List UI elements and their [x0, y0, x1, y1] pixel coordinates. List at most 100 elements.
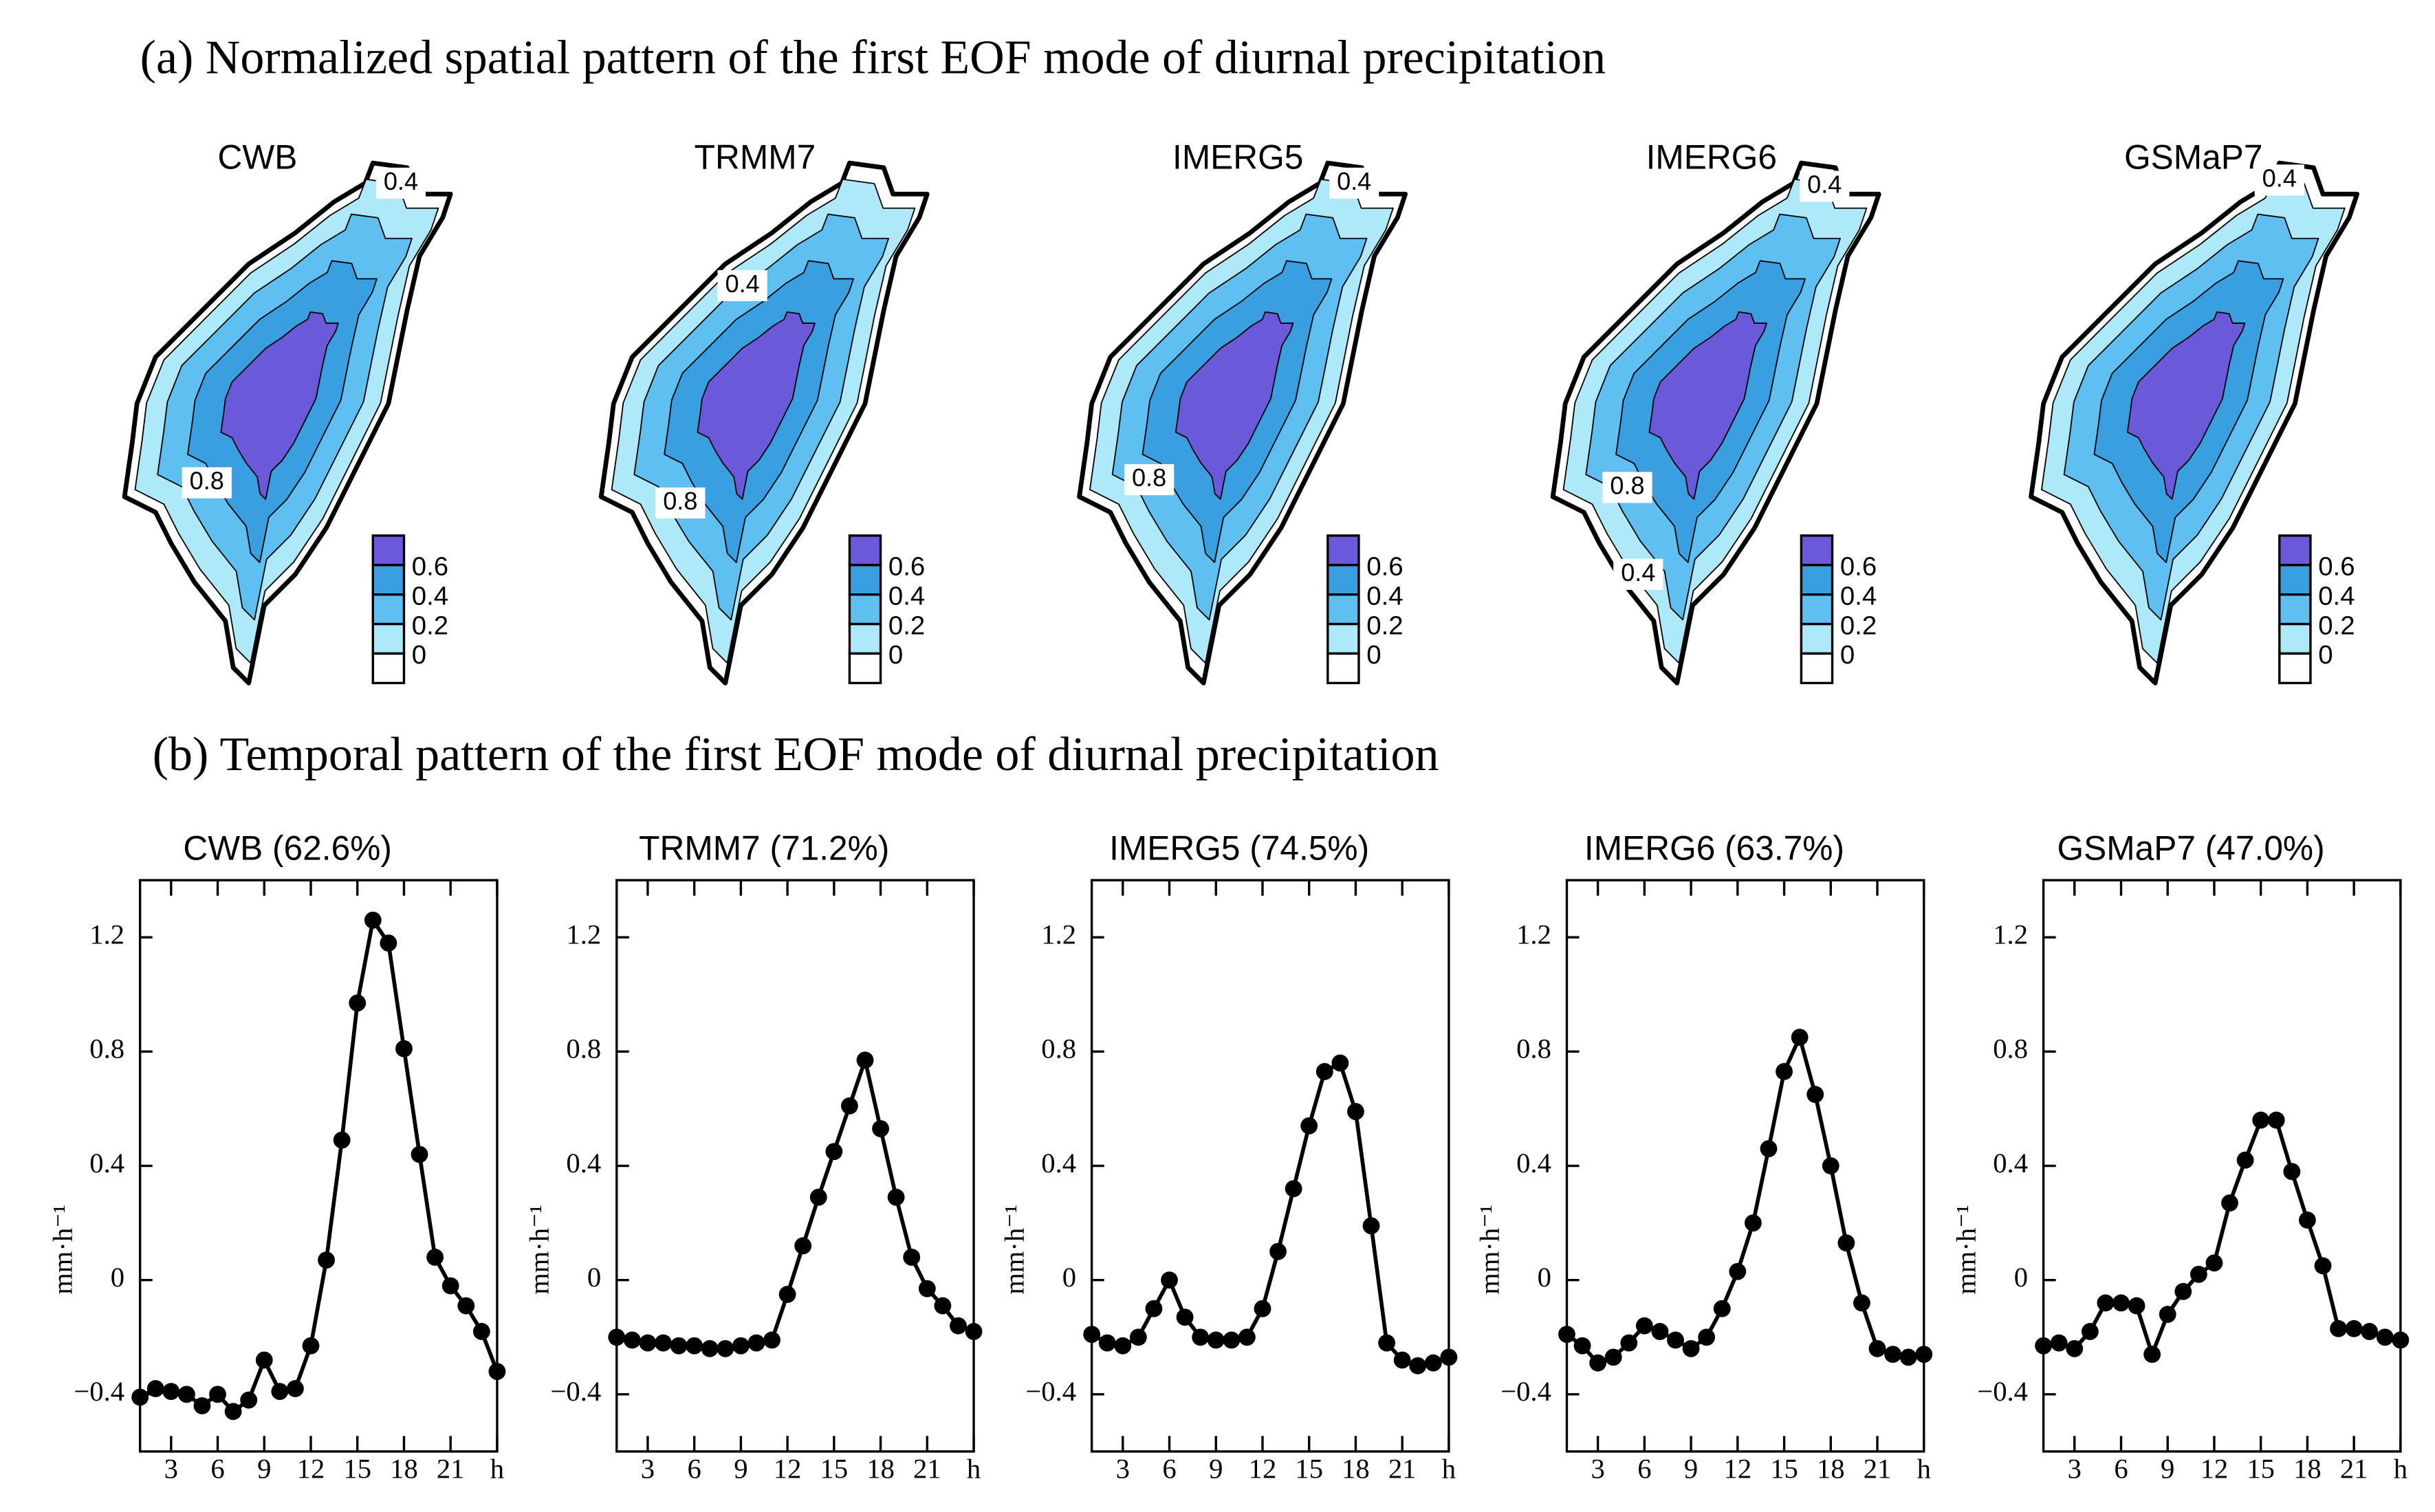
plot-frame — [2042, 879, 2402, 1453]
y-tick-label: −0.4 — [1977, 1376, 2028, 1407]
data-point — [2097, 1294, 2115, 1312]
legend-label: 0 — [1366, 640, 1381, 670]
legend-swatch — [848, 534, 882, 567]
data-point — [488, 1363, 506, 1381]
data-point — [146, 1380, 164, 1397]
data-point — [747, 1334, 765, 1352]
legend-swatch — [1326, 622, 1360, 655]
x-tick-label: 21 — [913, 1454, 941, 1484]
data-point — [457, 1297, 475, 1315]
data-point — [1899, 1348, 1917, 1366]
contour-label: 0.4 — [1621, 558, 1655, 587]
data-point — [686, 1337, 703, 1355]
legend-swatch — [371, 593, 406, 626]
data-point — [2376, 1328, 2394, 1346]
legend-label: 0.2 — [1840, 611, 1877, 640]
x-tick-label: 3 — [641, 1454, 655, 1484]
legend-swatch — [1326, 593, 1360, 626]
x-tick-label: 15 — [820, 1454, 849, 1484]
data-point — [1729, 1262, 1747, 1280]
data-point — [950, 1317, 967, 1335]
y-tick-label: 0.4 — [566, 1148, 601, 1179]
x-tick-label: 12 — [1724, 1454, 1752, 1484]
x-tick-label: 3 — [164, 1454, 178, 1484]
data-point — [2283, 1163, 2301, 1181]
data-point — [1145, 1300, 1163, 1317]
data-point — [1440, 1348, 1458, 1366]
legend-label: 0.2 — [1366, 611, 1403, 640]
contour-region — [1648, 311, 1767, 500]
data-point — [1315, 1063, 1333, 1080]
y-tick-label: 0.8 — [89, 1033, 124, 1064]
legend-label: 0.4 — [1366, 581, 1403, 611]
data-point — [1114, 1337, 1132, 1355]
y-tick-label: 0.8 — [1993, 1033, 2028, 1064]
y-tick-label: 0.8 — [1516, 1033, 1551, 1064]
legend-label: 0.4 — [1840, 581, 1877, 611]
data-point — [1791, 1029, 1809, 1047]
legend-label: 0.6 — [2318, 551, 2355, 581]
y-tick-label: 0 — [1062, 1262, 1076, 1293]
contour-label-box — [1613, 558, 1663, 590]
contour-label: 0.4 — [1807, 170, 1842, 198]
x-tick-label: 18 — [1817, 1454, 1845, 1484]
panel-a-title: (a) Normalized spatial pattern of the fi… — [140, 31, 1606, 84]
data-point — [2221, 1194, 2238, 1212]
legend-label: 0.2 — [2318, 611, 2355, 640]
data-point — [778, 1286, 796, 1303]
series-line — [2043, 1118, 2401, 1361]
data-point — [1604, 1348, 1622, 1366]
data-point — [2314, 1257, 2332, 1275]
data-point — [608, 1328, 626, 1346]
y-tick-label: 0.8 — [566, 1033, 601, 1064]
data-point — [426, 1249, 444, 1266]
series-line — [1091, 1060, 1450, 1368]
data-point — [1300, 1117, 1318, 1135]
x-tick-label: 9 — [1209, 1454, 1223, 1484]
x-tick-label: 12 — [297, 1454, 325, 1484]
data-point — [763, 1331, 780, 1349]
data-point — [1806, 1086, 1824, 1104]
map — [2029, 160, 2360, 686]
map — [122, 160, 453, 686]
data-point — [2066, 1339, 2084, 1357]
data-point — [2392, 1331, 2410, 1349]
data-point — [287, 1380, 304, 1397]
data-point — [162, 1383, 180, 1401]
map — [1550, 160, 1881, 686]
series-line — [616, 1053, 975, 1351]
contour-label-box — [1124, 464, 1175, 496]
data-point — [965, 1323, 983, 1340]
x-tick-label: h — [967, 1454, 981, 1484]
data-point — [2361, 1323, 2379, 1340]
x-tick-label: 15 — [343, 1454, 371, 1484]
legend-swatch — [848, 652, 882, 685]
data-point — [1589, 1354, 1607, 1372]
x-tick-label: 6 — [210, 1454, 224, 1484]
data-point — [209, 1385, 226, 1403]
y-tick-label: 0.4 — [1041, 1148, 1076, 1179]
data-point — [380, 934, 397, 952]
data-point — [1667, 1331, 1684, 1349]
legend-swatch — [371, 564, 406, 596]
data-point — [2190, 1265, 2207, 1283]
x-tick-label: 6 — [687, 1454, 701, 1484]
x-tick-label: 9 — [734, 1454, 747, 1484]
x-tick-label: 9 — [257, 1454, 271, 1484]
plot-frame — [615, 879, 975, 1453]
data-point — [1837, 1234, 1855, 1252]
x-tick-label: 15 — [1295, 1454, 1323, 1484]
data-point — [364, 911, 382, 929]
map — [598, 160, 930, 686]
data-point — [872, 1120, 889, 1137]
legend-swatch — [2278, 652, 2312, 685]
x-tick-label: 21 — [437, 1454, 465, 1484]
data-point — [1192, 1328, 1210, 1346]
data-point — [1635, 1317, 1653, 1335]
data-point — [1776, 1063, 1793, 1080]
data-point — [1884, 1346, 1902, 1363]
data-point — [2252, 1111, 2270, 1129]
series-line — [139, 915, 499, 1414]
legend-swatch — [2278, 593, 2312, 626]
x-tick-label: 12 — [1249, 1454, 1277, 1484]
